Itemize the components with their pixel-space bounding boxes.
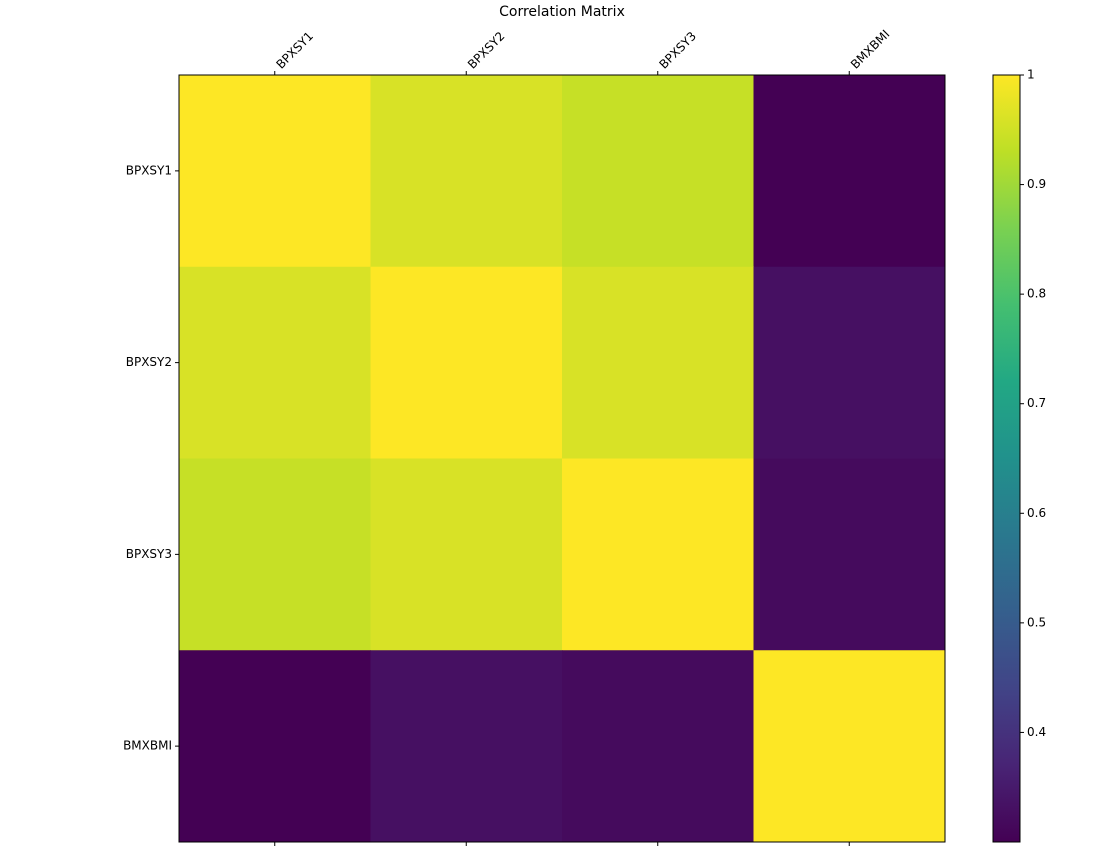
colorbar-tick-label: 1 — [1027, 68, 1035, 82]
heatmap-cell — [179, 650, 371, 843]
heatmap-cell — [753, 75, 946, 268]
colorbar-tick-label: 0.8 — [1027, 287, 1046, 301]
x-tick-label: BPXSY3 — [656, 29, 699, 72]
heatmap-cell — [370, 650, 563, 843]
heatmap-cell — [562, 458, 754, 651]
y-tick-label: BPXSY2 — [126, 355, 172, 369]
heatmap-cell — [179, 458, 371, 651]
y-tick-label: BMXBMI — [123, 739, 172, 753]
heatmap-cell — [562, 266, 754, 459]
y-tick-label: BPXSY1 — [126, 163, 172, 177]
colorbar-tick-label: 0.7 — [1027, 396, 1046, 410]
heatmap-cell — [179, 266, 371, 459]
heatmap-cell — [753, 650, 946, 843]
colorbar-tick-label: 0.5 — [1027, 615, 1046, 629]
colorbar-tick-label: 0.6 — [1027, 506, 1046, 520]
colorbar-tick-label: 0.9 — [1027, 177, 1046, 191]
heatmap-cell — [370, 458, 563, 651]
x-tick-label: BMXBMI — [848, 27, 893, 72]
heatmap-cell — [562, 75, 754, 268]
colorbar-tick-label: 0.4 — [1027, 725, 1046, 739]
x-tick-label: BPXSY2 — [465, 29, 508, 72]
x-tick-label: BPXSY1 — [273, 29, 316, 72]
heatmap-cell — [179, 75, 371, 268]
chart-title: Correlation Matrix — [499, 4, 625, 20]
heatmap-cell — [370, 266, 563, 459]
heatmap-cell — [370, 75, 563, 268]
heatmap-cell — [562, 650, 754, 843]
plot-frame — [178, 74, 946, 843]
colorbar — [992, 74, 1021, 843]
y-tick-label: BPXSY3 — [126, 547, 172, 561]
heatmap-cell — [753, 458, 946, 651]
heatmap-cell — [753, 266, 946, 459]
